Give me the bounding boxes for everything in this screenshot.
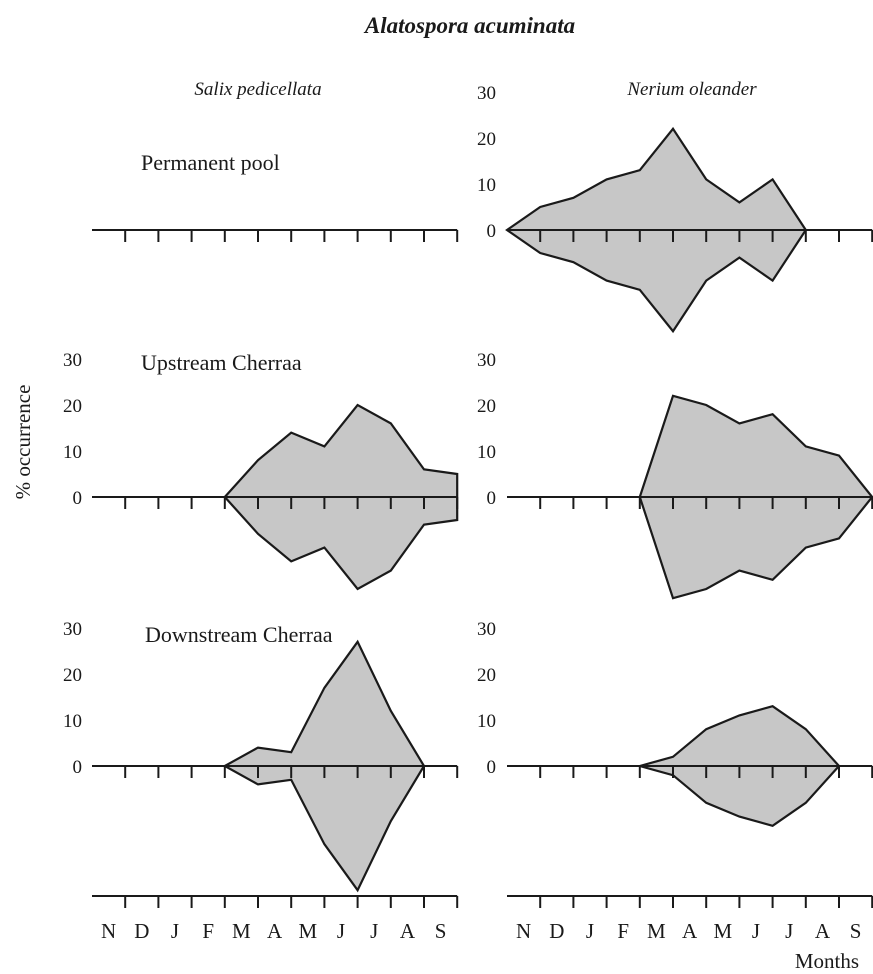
y-tick-label: 20 bbox=[477, 665, 496, 686]
y-tick-label: 30 bbox=[63, 619, 82, 640]
x-axis-label: Months bbox=[795, 949, 859, 973]
month-label: J bbox=[370, 919, 378, 943]
month-label: M bbox=[713, 919, 732, 943]
month-label: J bbox=[785, 919, 793, 943]
y-tick-label: 0 bbox=[487, 221, 497, 242]
chart-title: Alatospora acuminata bbox=[363, 13, 575, 38]
month-label: J bbox=[752, 919, 760, 943]
y-tick-label: 0 bbox=[487, 757, 497, 778]
y-tick-label: 30 bbox=[63, 350, 82, 371]
month-label: J bbox=[171, 919, 179, 943]
host-label-right: Nerium oleander bbox=[626, 79, 757, 100]
y-tick-label: 10 bbox=[477, 442, 496, 463]
y-tick-label: 20 bbox=[477, 396, 496, 417]
kite-panel: 30 20 10 0 bbox=[477, 350, 873, 600]
kite-panel: 30 20 10 0 bbox=[477, 619, 873, 827]
month-label: J bbox=[337, 919, 345, 943]
y-tick-label: 20 bbox=[63, 665, 82, 686]
host-label-left: Salix pedicellata bbox=[194, 79, 321, 100]
panels-layer: 30 20 10 0 30 20 10 0 30 20 10 0 30 20 10 0 30 20 10 0 bbox=[63, 83, 873, 893]
y-tick-label: 30 bbox=[477, 83, 496, 104]
month-label: A bbox=[267, 919, 283, 943]
y-tick-label: 0 bbox=[487, 488, 497, 509]
month-label: D bbox=[549, 919, 564, 943]
y-axis-label: % occurrence bbox=[11, 385, 35, 500]
y-tick-label: 30 bbox=[477, 619, 496, 640]
y-tick-label: 10 bbox=[63, 711, 82, 732]
kite-panel bbox=[92, 229, 459, 242]
month-label: D bbox=[134, 919, 149, 943]
kite-panel: 30 20 10 0 bbox=[477, 83, 873, 334]
month-label: S bbox=[850, 919, 862, 943]
month-label: A bbox=[682, 919, 698, 943]
month-label: M bbox=[232, 919, 251, 943]
month-label: S bbox=[435, 919, 447, 943]
month-label: F bbox=[617, 919, 629, 943]
month-label: M bbox=[647, 919, 666, 943]
y-tick-label: 10 bbox=[477, 175, 496, 196]
month-label: A bbox=[400, 919, 416, 943]
y-tick-label: 0 bbox=[73, 757, 83, 778]
site-label-upstream-cherraa: Upstream Cherraa bbox=[141, 350, 302, 375]
site-label-downstream-cherraa: Downstream Cherraa bbox=[145, 622, 333, 647]
y-tick-label: 0 bbox=[73, 488, 83, 509]
y-tick-label: 20 bbox=[477, 129, 496, 150]
y-tick-label: 20 bbox=[63, 396, 82, 417]
month-label: A bbox=[815, 919, 831, 943]
site-label-permanent-pool: Permanent pool bbox=[141, 150, 280, 175]
month-label: J bbox=[586, 919, 594, 943]
month-label: N bbox=[101, 919, 116, 943]
month-label: F bbox=[202, 919, 214, 943]
y-tick-label: 10 bbox=[477, 711, 496, 732]
kite-panel: 30 20 10 0 bbox=[63, 350, 459, 591]
month-label: M bbox=[298, 919, 317, 943]
y-tick-label: 10 bbox=[63, 442, 82, 463]
kite-panel: 30 20 10 0 bbox=[63, 619, 459, 893]
month-label: N bbox=[516, 919, 531, 943]
y-tick-label: 30 bbox=[477, 350, 496, 371]
